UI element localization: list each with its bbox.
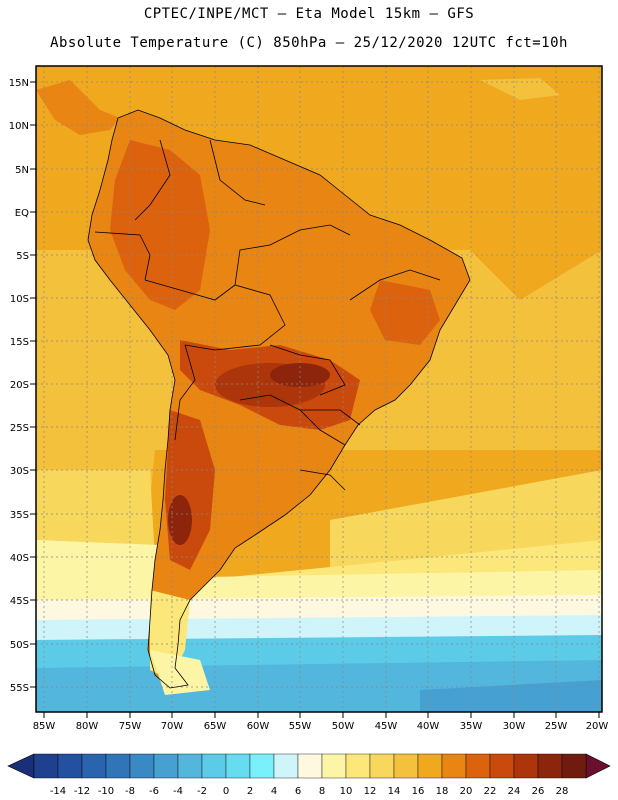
colorbar-swatch [105,753,131,779]
map-title-line-1: CPTEC/INPE/MCT – Eta Model 15km – GFS [143,6,475,22]
lon-label: 30W [503,721,526,732]
lat-label: 25S [10,423,29,434]
colorbar-swatch [249,753,275,779]
colorbar-swatch [297,753,323,779]
colorbar-label: 18 [436,786,449,797]
country-borders [87,109,471,689]
colorbar-label: -2 [197,786,207,797]
temperature-field [36,66,602,712]
colorbar-swatch [201,753,227,779]
lat-label: 15S [10,337,29,348]
colorbar-low-arrow [7,753,35,779]
lat-label: 55S [10,683,29,694]
colorbar-label: -10 [98,786,114,797]
lat-label: 30S [10,466,29,477]
latitude-labels: 15N 10N 5N EQ 5S 10S 15S 20S 25S 30S 35S… [9,78,29,694]
colorbar-label: 4 [271,786,277,797]
colorbar-label: 28 [556,786,569,797]
colorbar-swatch [417,753,443,779]
colorbar-high-arrow [585,753,611,779]
colorbar-label: 10 [340,786,353,797]
colorbar-swatch [129,753,155,779]
graticule [36,66,602,712]
colorbar-swatch [489,753,515,779]
colorbar-swatch [33,753,59,779]
colorbar-label: -12 [74,786,90,797]
lon-label: 50W [332,721,355,732]
colorbar-label: 12 [364,786,377,797]
colorbar-swatch [393,753,419,779]
colorbar-label: 8 [319,786,325,797]
colorbar-label: -4 [173,786,183,797]
colorbar-swatch [513,753,539,779]
longitude-labels: 85W 80W 75W 70W 65W 60W 55W 50W 45W 40W … [33,721,609,732]
lon-label: 80W [76,721,99,732]
colorbar-label: 16 [412,786,425,797]
colorbar-swatch [81,753,107,779]
lon-label: 20W [586,721,609,732]
colorbar-swatch [537,753,563,779]
colorbar-label: 2 [247,786,253,797]
lat-label: 10S [10,294,29,305]
lon-label: 85W [33,721,56,732]
lon-label: 70W [161,721,184,732]
lat-label: 10N [9,121,29,132]
temperature-colorbar: -14 -12 -10 -8 -6 -4 -2 0 2 4 6 8 10 12 14 16 18 20 22 24 26… [7,753,611,797]
colorbar-swatch [345,753,371,779]
colorbar-swatch [465,753,491,779]
lon-label: 25W [545,721,568,732]
lat-label: 20S [10,380,29,391]
lon-label: 75W [119,721,142,732]
lat-label: 5N [15,165,29,176]
colorbar-swatch [153,753,179,779]
colorbar-label: -8 [125,786,135,797]
map-frame [35,65,603,713]
colorbar-label: 14 [388,786,401,797]
lon-label: 65W [204,721,227,732]
map-title-line-2: Absolute Temperature (C) 850hPa – 25/12/… [50,35,568,51]
lat-label: EQ [15,208,29,219]
lat-label: 45S [10,596,29,607]
colorbar-swatch [177,753,203,779]
colorbar-label: 6 [295,786,301,797]
lat-label: 5S [16,251,29,262]
colorbar-swatch [273,753,299,779]
colorbar-swatch [57,753,83,779]
colorbar-swatch [321,753,347,779]
lon-label: 45W [375,721,398,732]
colorbar-label: -6 [149,786,159,797]
axis-ticks [30,81,600,718]
lon-label: 35W [460,721,483,732]
colorbar-label: 22 [484,786,497,797]
colorbar-label: 24 [508,786,521,797]
lat-label: 50S [10,640,29,651]
lat-label: 15N [9,78,29,89]
lon-label: 55W [289,721,312,732]
colorbar-label: 0 [223,786,229,797]
colorbar-swatch [225,753,251,779]
lat-label: 40S [10,553,29,564]
colorbar-swatch [561,753,587,779]
lon-label: 40W [417,721,440,732]
colorbar-swatch [369,753,395,779]
lat-label: 35S [10,510,29,521]
lon-label: 60W [247,721,270,732]
colorbar-swatch [441,753,467,779]
colorbar-label: -14 [50,786,66,797]
colorbar-label: 26 [532,786,545,797]
colorbar-label: 20 [460,786,473,797]
